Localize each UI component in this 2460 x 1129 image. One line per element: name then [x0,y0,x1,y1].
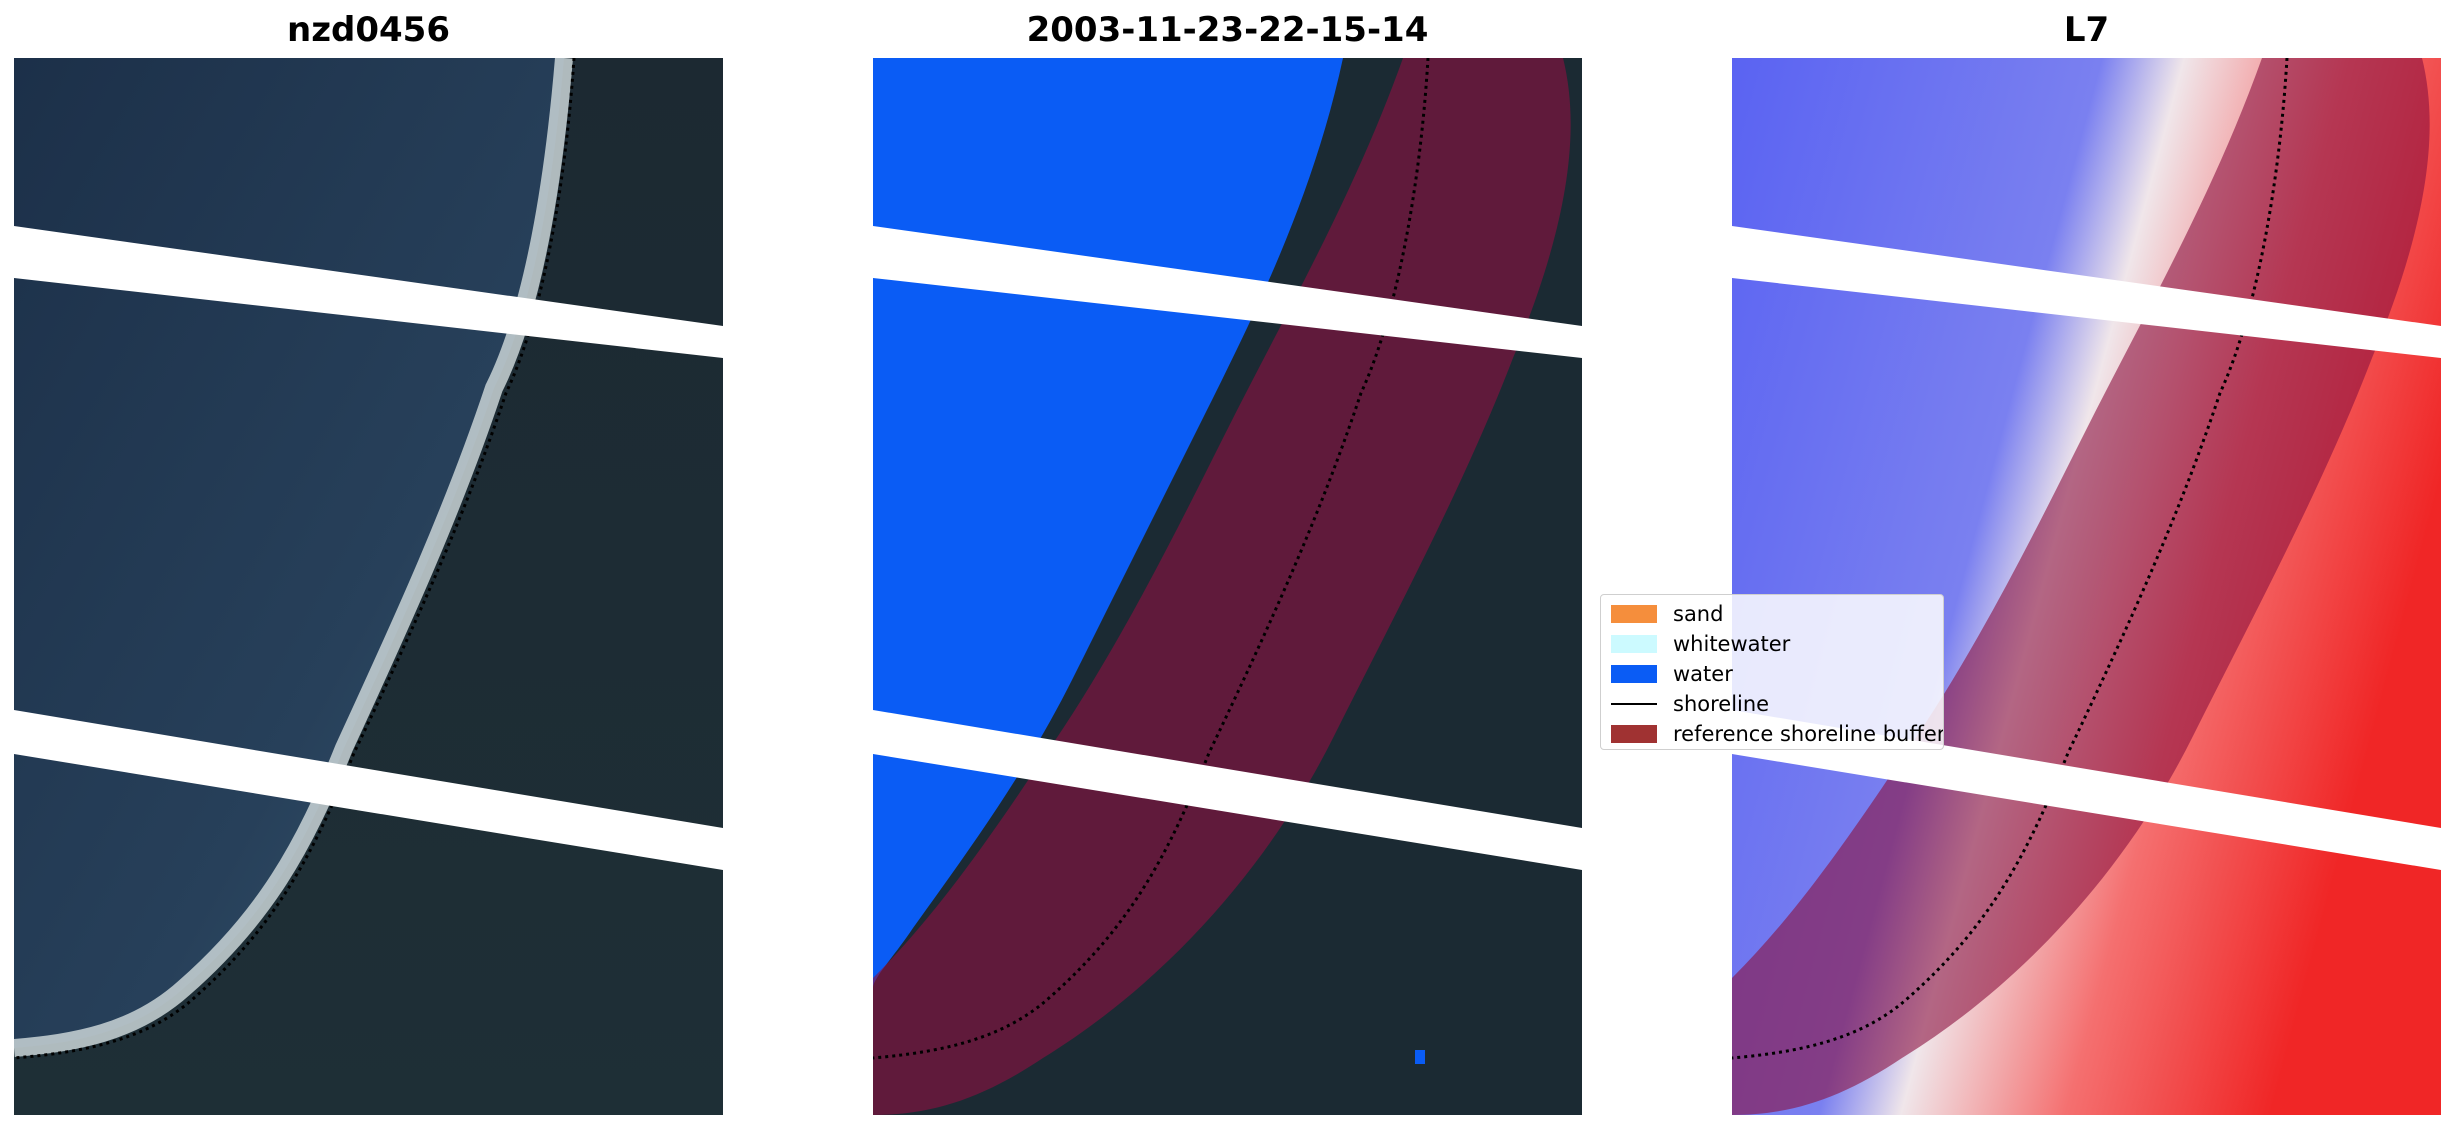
shoreline-line [14,58,576,1060]
panel-title-classified: 2003-11-23-22-15-14 [1026,10,1429,50]
panel-title-index: L7 [2063,10,2110,50]
legend-swatch-sand [1611,605,1657,623]
index-image [1732,58,2441,1115]
rgb-image-panel [14,58,723,1115]
cloud-stripe-upper [14,226,723,358]
legend-item-whitewater: whitewater [1611,629,1933,659]
panel-title-rgb: nzd0456 [287,10,450,50]
legend-swatch-water [1611,665,1657,683]
cloud-stripe-lower [14,710,723,870]
cloud-stripe-upper [873,226,1582,358]
legend-swatch-whitewater [1611,635,1657,653]
legend-label: reference shoreline buffer [1673,722,1944,746]
legend-item-water: water [1611,659,1933,689]
cloud-stripe-lower [1732,710,2441,870]
cloud-stripe-lower [873,710,1582,870]
legend-swatch-reference-buffer [1611,725,1657,743]
legend-label: sand [1673,602,1724,626]
index-image-panel [1732,58,2441,1115]
cloud-stripe-upper [1732,226,2441,358]
legend-label: water [1673,662,1733,686]
legend-swatch-shoreline [1611,703,1657,705]
shoreline-line [1732,58,2289,1060]
legend: sand whitewater water shoreline referenc… [1600,594,1944,750]
classified-image [873,58,1582,1115]
legend-item-sand: sand [1611,599,1933,629]
water-speck [1415,1050,1425,1064]
beach-strip [14,58,573,1057]
legend-item-shoreline: shoreline [1611,689,1933,719]
shoreline-line [873,58,1430,1060]
rgb-image [14,58,723,1115]
legend-label: whitewater [1673,632,1791,656]
legend-label: shoreline [1673,692,1770,716]
classified-image-panel [873,58,1582,1115]
legend-item-reference-buffer: reference shoreline buffer [1611,719,1943,749]
